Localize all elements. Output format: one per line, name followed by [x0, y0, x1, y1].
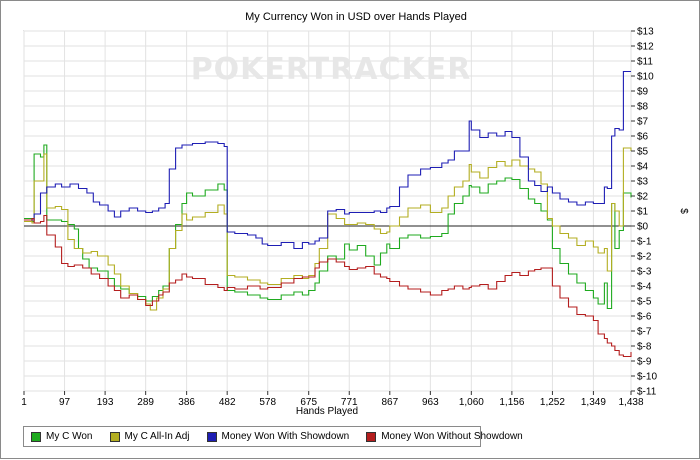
- x-tick-label: 193: [97, 397, 114, 408]
- x-tick-label: 482: [219, 397, 236, 408]
- legend-label: Money Won With Showdown: [221, 431, 350, 442]
- y-tick-label: $1: [637, 207, 649, 218]
- chart-title: My Currency Won in USD over Hands Played: [245, 11, 467, 23]
- legend-item-without-showdown: Money Won Without Showdown: [366, 431, 523, 442]
- x-tick-label: 1,156: [499, 397, 524, 408]
- legend-item-my-c-won: My C Won: [31, 431, 93, 442]
- y-tick-label: $0: [637, 222, 649, 233]
- y-tick-label: $-8: [637, 342, 652, 353]
- x-tick-label: 1,060: [459, 397, 484, 408]
- x-tick-label: 1: [21, 397, 27, 408]
- y-tick-label: $10: [637, 72, 654, 83]
- y-tick-label: $12: [637, 42, 654, 53]
- y-tick-label: $-5: [637, 297, 652, 308]
- series-line-my-c-all-in-adj: [24, 147, 632, 311]
- x-tick-label: 771: [341, 397, 358, 408]
- x-tick-label: 1,349: [581, 397, 606, 408]
- x-tick-label: 97: [59, 397, 71, 408]
- legend-swatch-my-c-won: [31, 431, 41, 442]
- legend-swatch-without-showdown: [366, 431, 377, 442]
- x-tick-label: 1,438: [618, 397, 643, 408]
- y-tick-label: $5: [637, 147, 649, 158]
- y-axis: $13 $12 $11 $10 $9 $8 $7 $6 $5 $4 $3 $2 $1 $0 $-1 $-2 $-…: [631, 27, 657, 398]
- y-tick-label: $8: [637, 102, 649, 113]
- y-tick-label: $-9: [637, 357, 652, 368]
- legend-item-with-showdown: Money Won With Showdown: [206, 431, 350, 442]
- x-tick-label: 867: [381, 397, 398, 408]
- series-lines: [24, 70, 632, 358]
- y-tick-label: $3: [637, 177, 649, 188]
- y-tick-label: $-3: [637, 267, 652, 278]
- y-tick-label: $-2: [637, 252, 652, 263]
- legend-label: My C All-In Adj: [124, 431, 190, 442]
- legend-swatch-with-showdown: [206, 431, 217, 442]
- legend-label: Money Won Without Showdown: [381, 431, 523, 442]
- y-tick-label: $-1: [637, 237, 652, 248]
- y-tick-label: $7: [637, 117, 649, 128]
- series-line-money-won-without-showdown: [24, 214, 632, 358]
- y-tick-label: $-4: [637, 282, 652, 293]
- watermark: POKERTRACKER: [191, 52, 472, 87]
- legend: My C Won My C All-In Adj Money Won With …: [23, 426, 523, 447]
- x-tick-label: 1,252: [540, 397, 565, 408]
- y-tick-label: $-7: [637, 327, 652, 338]
- y-tick-label: $6: [637, 132, 649, 143]
- x-axis: 1 97 193 289 386 482 578 675 771 867 963 1,060 1,156…: [21, 391, 644, 408]
- series-line-money-won-with-showdown: [24, 70, 631, 250]
- legend-item-all-in-adj: My C All-In Adj: [109, 431, 190, 442]
- legend-swatch-all-in-adj: [109, 431, 120, 442]
- y-tick-label: $-6: [637, 312, 652, 323]
- y-tick-label: $-10: [637, 372, 657, 383]
- y-axis-label: $: [678, 208, 689, 214]
- y-tick-label: $9: [637, 87, 649, 98]
- grid: [23, 30, 632, 392]
- y-tick-label: $4: [637, 162, 649, 173]
- y-tick-label: $13: [637, 27, 654, 38]
- legend-label: My C Won: [46, 431, 93, 442]
- x-tick-label: 578: [259, 397, 276, 408]
- y-tick-label: $-11: [637, 387, 657, 398]
- x-tick-label: 289: [137, 397, 154, 408]
- x-tick-label: 675: [300, 397, 317, 408]
- x-tick-label: 386: [178, 397, 195, 408]
- x-tick-label: 963: [422, 397, 439, 408]
- y-tick-label: $11: [637, 57, 653, 68]
- x-axis-label: Hands Played: [296, 406, 358, 417]
- y-tick-label: $2: [637, 192, 649, 203]
